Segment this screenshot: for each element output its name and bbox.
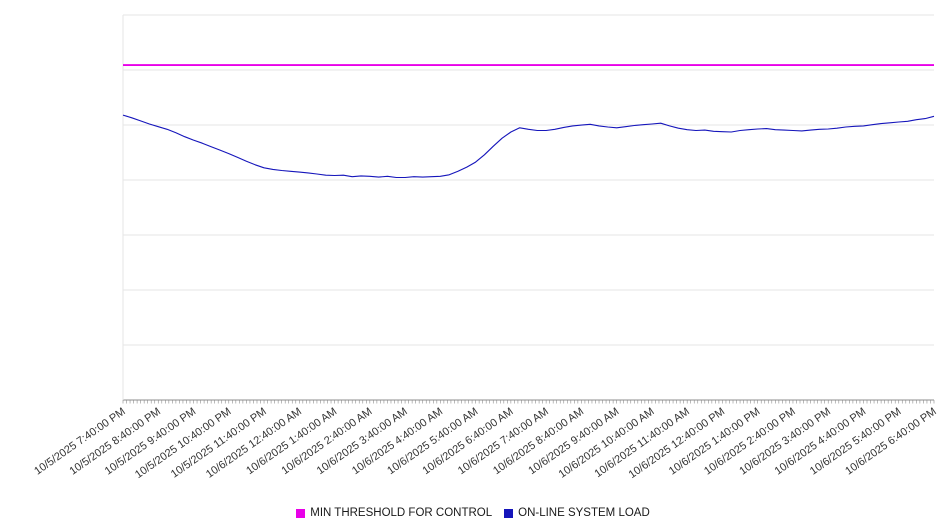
system-load-legend-label: ON-LINE SYSTEM LOAD (518, 507, 650, 519)
gridlines (122, 14, 934, 401)
legend-item-threshold[interactable]: MIN THRESHOLD FOR CONTROL (296, 507, 492, 519)
legend: MIN THRESHOLD FOR CONTROL ON-LINE SYSTEM… (0, 507, 946, 519)
x-axis-ticks (122, 400, 935, 404)
threshold-legend-label: MIN THRESHOLD FOR CONTROL (310, 507, 493, 519)
legend-item-system-load[interactable]: ON-LINE SYSTEM LOAD (504, 507, 650, 519)
system-load-legend-swatch (504, 508, 514, 518)
series-line (122, 114, 935, 179)
threshold-legend-swatch (296, 508, 306, 518)
